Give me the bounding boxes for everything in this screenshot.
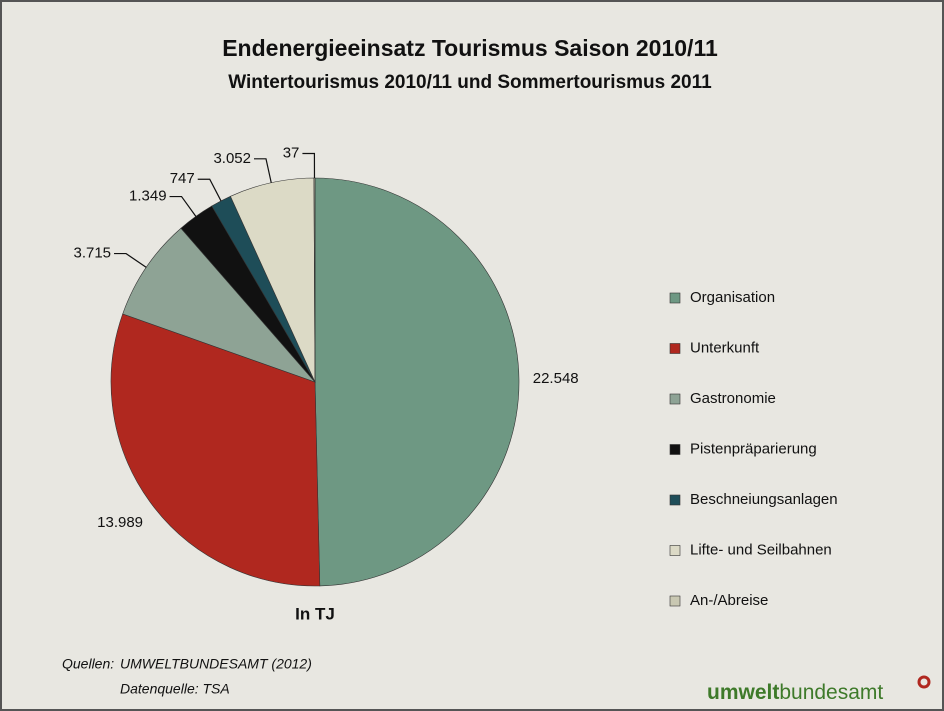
brand-rest: bundesamt [779, 681, 883, 704]
legend-swatch [669, 343, 681, 354]
brand: umweltbundesamt [707, 681, 883, 704]
legend-swatch [669, 444, 681, 455]
pie-slice [313, 177, 316, 383]
legend-label: Beschneiungsanlagen [690, 491, 838, 508]
pie-slice [110, 313, 321, 587]
brand-mark [917, 675, 931, 689]
legend-label: Unterkunft [690, 339, 760, 356]
legend-label: Organisation [690, 289, 775, 306]
data-label: 22.548 [533, 370, 579, 387]
leader-line [114, 252, 147, 268]
legend-swatch [669, 494, 681, 506]
source: UMWELTBUNDESAMT (2012) [120, 656, 312, 672]
data-label: 3.715 [73, 245, 111, 262]
leader-line [197, 178, 222, 202]
legend-label: Pistenpräparierung [690, 440, 817, 457]
data-source: Datenquelle: TSA [120, 681, 230, 697]
leader-line [254, 158, 272, 183]
data-label: 13.989 [97, 514, 143, 531]
legend-swatch [669, 545, 681, 556]
chart-subtitle: Wintertourismus 2010/11 und Sommertouris… [228, 72, 712, 93]
legend-label: Gastronomie [690, 390, 776, 407]
legend-label: Lifte- und Seilbahnen [690, 541, 832, 558]
pie-slice [122, 227, 316, 383]
unit-label: In TJ [295, 604, 335, 623]
data-label: 3.052 [213, 150, 251, 167]
legend-swatch [669, 595, 681, 607]
pie-slice [314, 177, 520, 587]
legend-swatch [669, 393, 681, 405]
legend-swatch [669, 292, 681, 304]
legend-label: An-/Abreise [690, 592, 768, 609]
source-label: Quellen: [62, 656, 114, 672]
brand-bold: umwelt [707, 681, 779, 704]
data-label: 1.349 [129, 188, 167, 205]
leader-line [169, 195, 197, 217]
data-label: 747 [170, 170, 195, 187]
data-label: 37 [283, 144, 300, 161]
chart-title: Endenergieeinsatz Tourismus Saison 2010/… [222, 35, 718, 61]
leader-line [302, 152, 316, 179]
